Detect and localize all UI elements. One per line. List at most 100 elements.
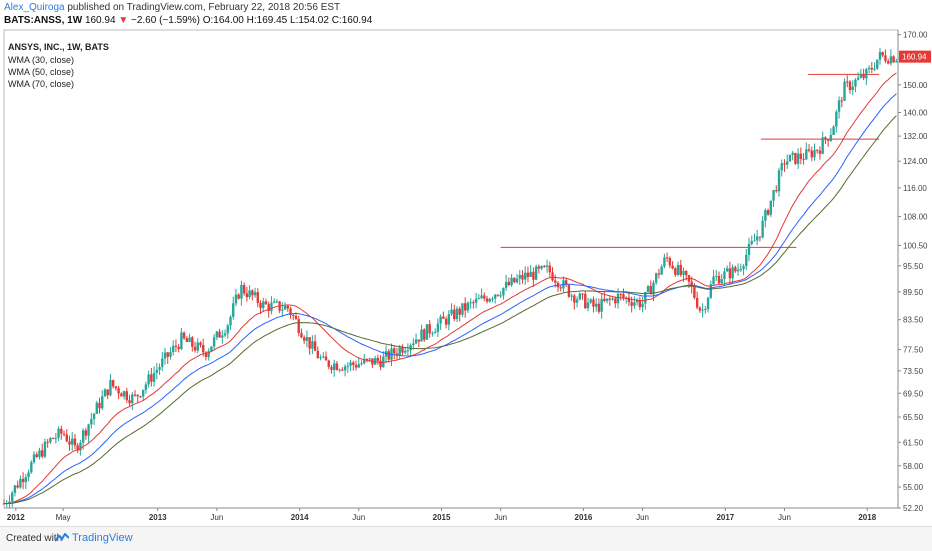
price-change: −2.60 (−1.59%) [131, 15, 200, 26]
candle-body [635, 299, 639, 303]
candle-body [204, 352, 208, 357]
candle-body [242, 284, 246, 294]
candle-body [747, 243, 751, 255]
candle-body [510, 277, 513, 286]
candle-body [679, 264, 682, 275]
tradingview-brand[interactable]: TradingView [72, 532, 133, 544]
candle-body [570, 295, 573, 297]
candle-body [608, 298, 612, 300]
price-tick-label: 95.50 [903, 262, 924, 271]
candle-body [313, 341, 317, 351]
candle-body [346, 365, 350, 367]
symbol-name[interactable]: BATS:ANSS, 1W [4, 15, 83, 26]
candle-body [739, 268, 743, 270]
price-tick-label: 116.00 [903, 184, 927, 193]
candle-body [210, 346, 213, 352]
candle-body [695, 297, 699, 308]
candle-body [461, 303, 464, 315]
candle-body [155, 369, 159, 373]
candle-body [494, 294, 497, 299]
change-arrow-icon: ▼ [118, 15, 129, 26]
candle-body [221, 335, 224, 338]
candle-body [433, 331, 437, 334]
candle-body [564, 280, 568, 285]
candle-body [24, 477, 28, 483]
ohlc-values: O:164.00 H:169.45 L:154.02 C:160.94 [202, 15, 373, 26]
candle-body [458, 308, 461, 315]
candle-body [821, 137, 824, 154]
candle-body [518, 274, 521, 279]
time-tick-label: Jun [352, 513, 365, 522]
price-tick-label: 170.00 [903, 31, 928, 40]
price-tick-label: 61.50 [903, 438, 924, 447]
candle-body [98, 402, 101, 409]
candle-body [8, 501, 11, 504]
time-tick-label: 2017 [716, 513, 734, 522]
time-axis[interactable]: 2012 May 2013 Jun 2014 Jun 2015 Jun 2016 Jun 2017 J… [4, 507, 898, 522]
legend-wma70[interactable]: WMA (70, close) [8, 79, 75, 89]
candle-body [32, 454, 36, 463]
candle-body [693, 286, 696, 298]
candle-body [79, 442, 82, 451]
legend-wma30[interactable]: WMA (30, close) [8, 55, 75, 65]
author-link[interactable]: Alex_Quiroga [4, 2, 65, 13]
candle-body [253, 292, 257, 296]
price-axis[interactable]: 170.00160.00150.00140.00132.00124.00116.… [897, 30, 931, 513]
candle-body [38, 450, 41, 457]
candle-body [76, 445, 79, 451]
candle-body [685, 270, 688, 276]
candle-body [335, 363, 339, 371]
legend-wma50[interactable]: WMA (50, close) [8, 67, 75, 77]
candle-body [690, 281, 693, 287]
time-tick-label: Jun [210, 513, 223, 522]
candle-body [447, 314, 451, 325]
candle-body [884, 55, 887, 62]
price-tick-label: 55.00 [903, 483, 924, 492]
candle-body [674, 268, 677, 275]
price-chart[interactable]: 170.00160.00150.00140.00132.00124.00116.… [0, 0, 932, 526]
candle-body [111, 380, 115, 387]
candle-body [46, 441, 49, 443]
price-tick-label: 140.00 [903, 109, 928, 118]
candle-body [431, 333, 434, 335]
candle-body [837, 100, 841, 112]
candle-body [586, 302, 590, 309]
candle-body [13, 485, 17, 493]
candle-body [193, 346, 197, 351]
candle-body [870, 67, 874, 70]
candle-body [794, 152, 797, 164]
candle-body [701, 309, 704, 311]
candle-body [529, 271, 532, 277]
candle-body [772, 190, 775, 201]
candle-body [141, 389, 145, 397]
candle-body [147, 374, 150, 385]
candle-body [35, 454, 38, 457]
candle-body [425, 324, 429, 340]
candle-body [158, 367, 161, 370]
candle-body [319, 357, 322, 359]
candle-body [851, 86, 854, 91]
candle-body [412, 343, 415, 346]
candle-body [892, 56, 895, 63]
candle-body [559, 287, 562, 289]
candle-body [603, 298, 606, 301]
candle-body [734, 267, 737, 272]
candle-body [65, 434, 68, 442]
candle-body [736, 269, 740, 272]
candle-body [731, 267, 734, 279]
wma50-line [3, 93, 897, 505]
candle-body [633, 302, 636, 306]
tradingview-logo-icon[interactable] [55, 533, 69, 543]
candle-body [360, 363, 363, 365]
candle-body [889, 56, 893, 64]
horizontal-levels [500, 73, 880, 248]
candle-body [423, 329, 426, 340]
candle-body [281, 309, 284, 311]
candle-body [469, 302, 472, 304]
candle-body [816, 149, 819, 151]
symbol-line: BATS:ANSS, 1W 160.94 ▼ −2.60 (−1.59%) O:… [4, 15, 372, 26]
candle-body [414, 339, 418, 344]
candle-body [180, 332, 183, 350]
wma70-line [3, 115, 897, 505]
candle-body [341, 369, 344, 371]
